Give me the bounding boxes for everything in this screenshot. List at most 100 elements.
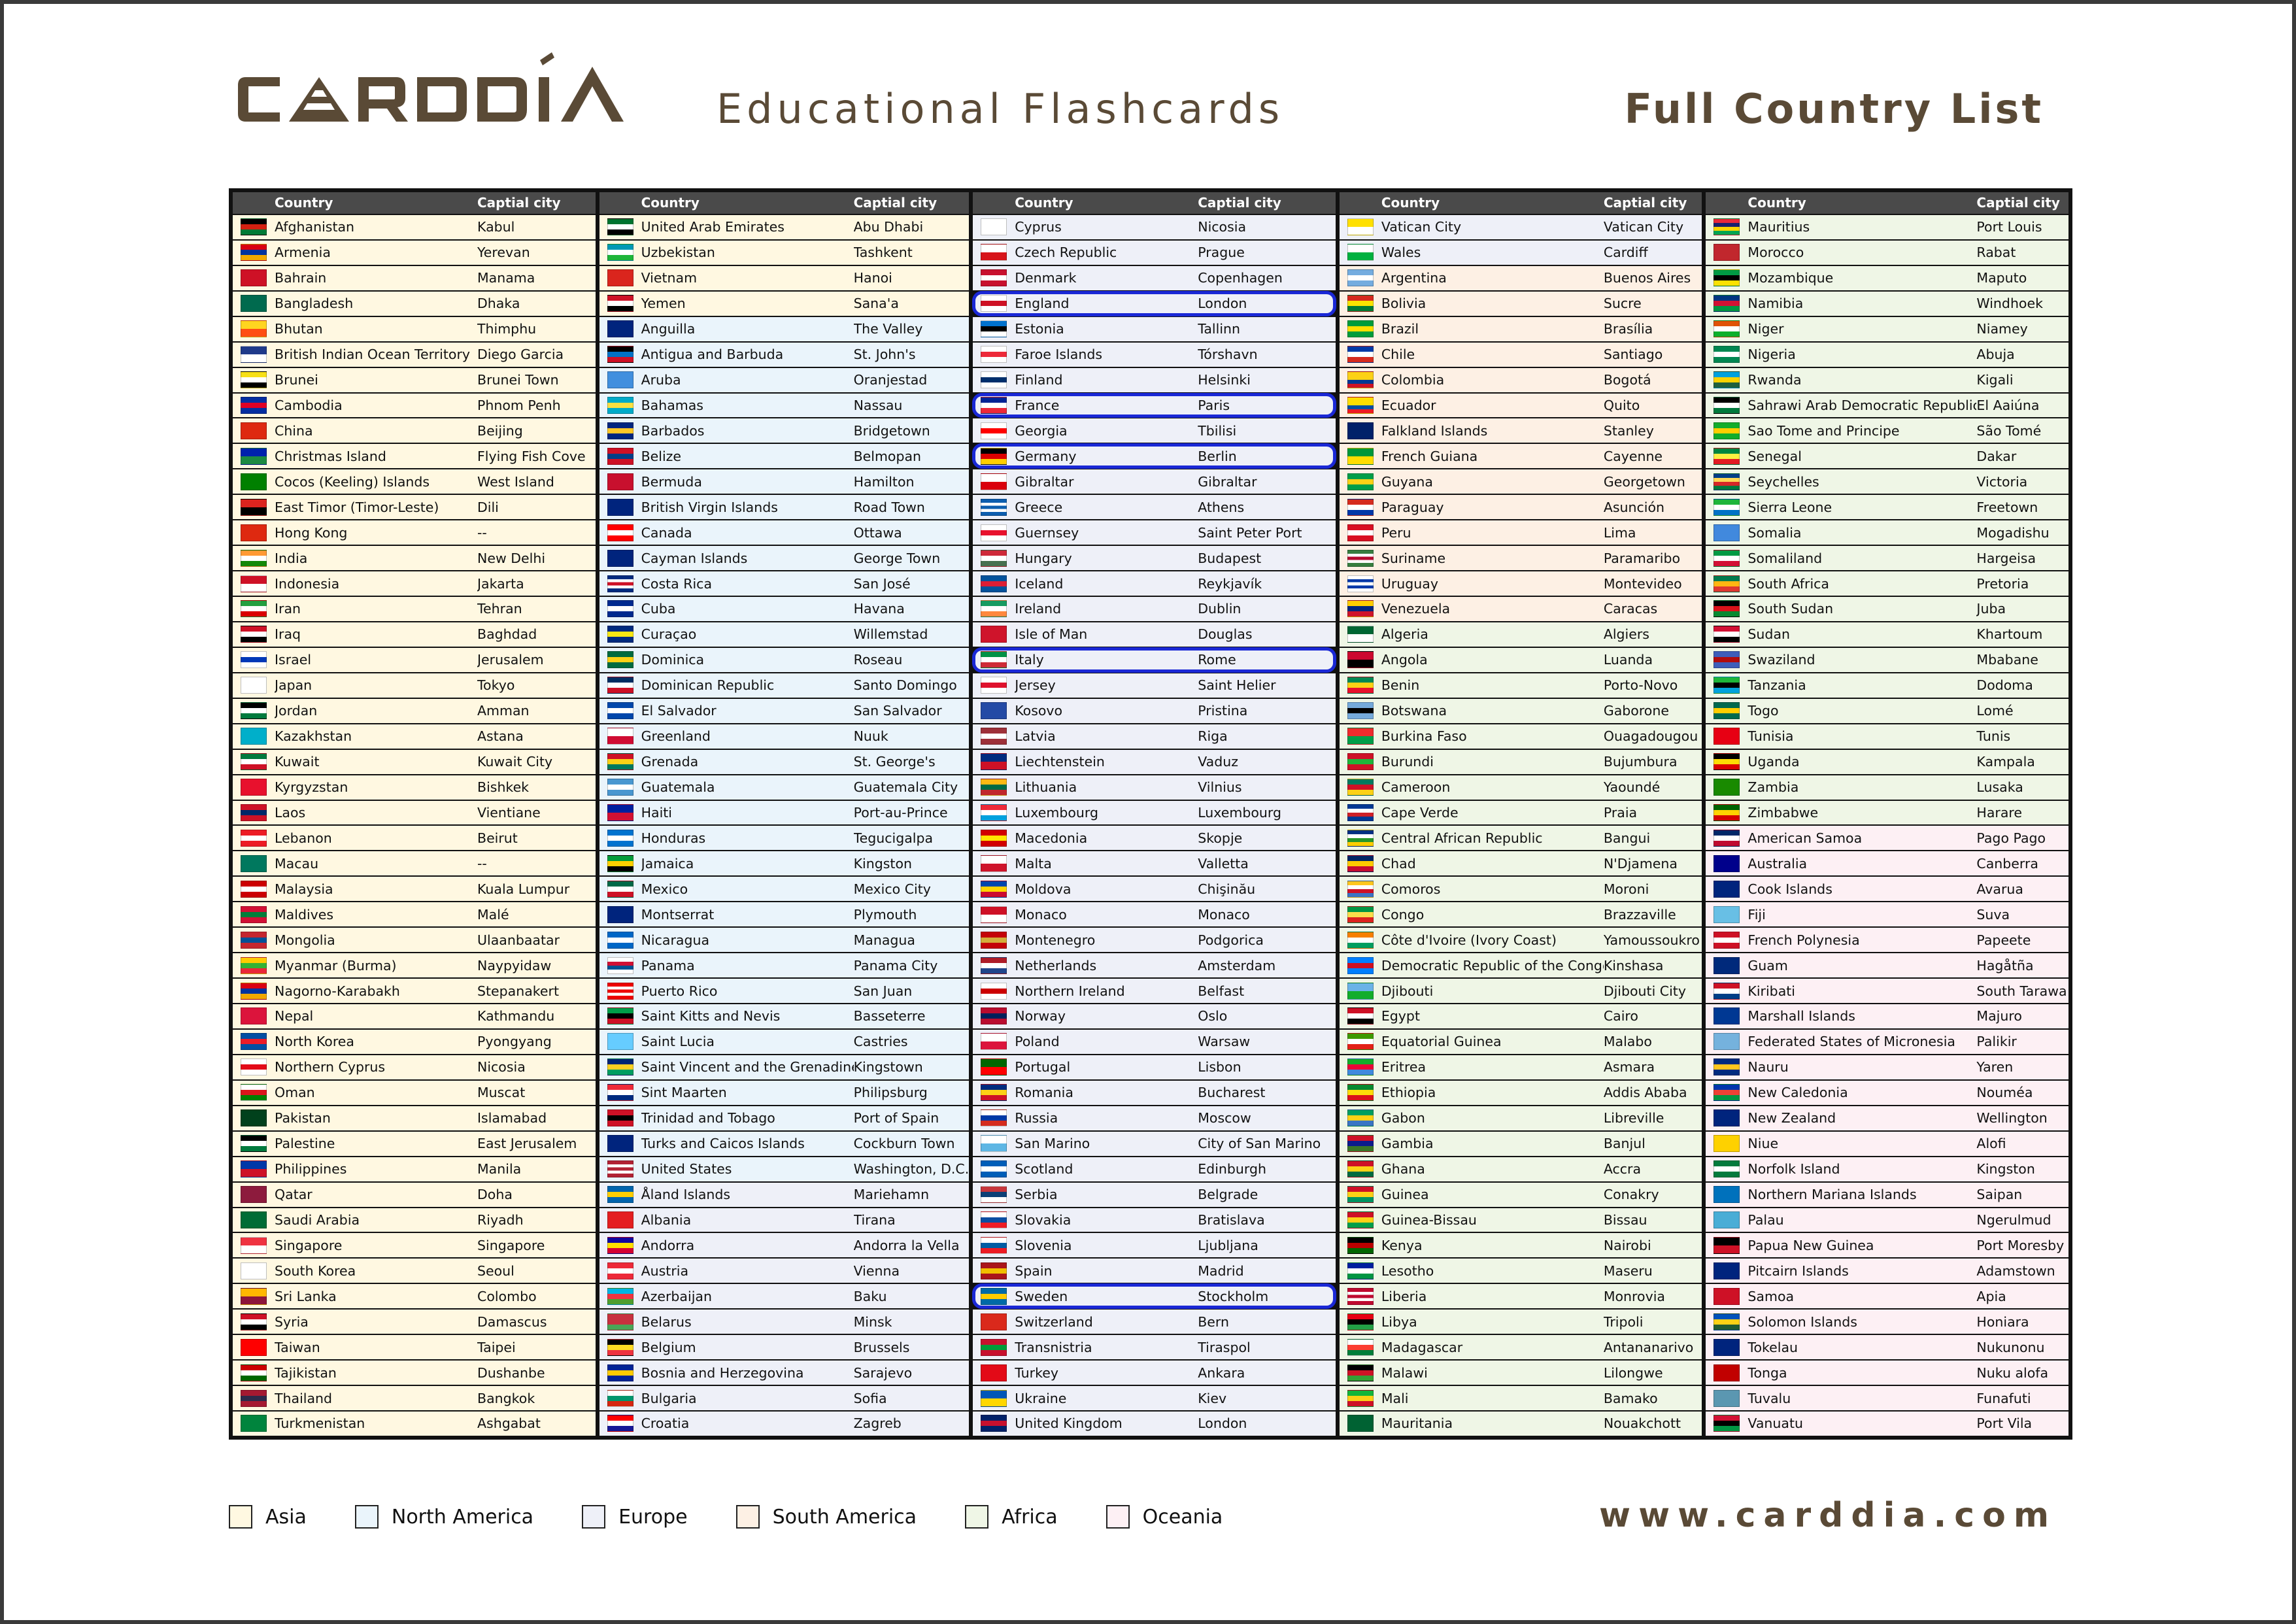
country-row: Kazakhstan Astana [233,724,596,749]
country-row: Slovakia Bratislava [973,1208,1336,1232]
country-name: France [1015,397,1060,413]
flag-icon [1347,473,1374,490]
country-name: Faroe Islands [1015,347,1103,363]
flag-cell [233,854,275,872]
country-name: Ghana [1381,1161,1425,1177]
country-name: Jamaica [641,855,694,871]
capital-name: Gaborone [1603,703,1669,719]
capital-name: Minsk [853,1313,892,1330]
country-row: Moldova Chişinău [973,877,1336,902]
country-name: Central African Republic [1381,830,1543,846]
country-name: India [275,550,308,566]
country-name: Mongolia [275,932,335,948]
flag-cell [1340,1084,1381,1102]
country-name: Jersey [1015,677,1056,694]
capital-name: Saint Helier [1198,677,1276,694]
country-name: Falkland Islands [1381,422,1488,439]
country-name: Montserrat [641,906,715,922]
country-row: Tonga Nuku alofa [1706,1361,2069,1385]
table-column: Country Captial city Afghanistan Kabul Armen… [233,192,596,1436]
country-name: Switzerland [1015,1313,1093,1330]
flag-cell [1340,905,1381,923]
flag-icon [607,346,633,364]
country-row: Serbia Belgrade [973,1182,1336,1207]
flag-cell [1706,1287,1747,1305]
flag-icon [241,600,267,618]
country-row: Guinea-Bissau Bissau [1339,1208,1702,1232]
capital-name: Singapore [477,1237,545,1253]
capital-name: Belgrade [1198,1187,1258,1203]
country-row: Somalia Mogadishu [1706,520,2069,545]
country-name: Guyana [1381,473,1433,490]
flag-cell [1706,1160,1747,1178]
flag-cell [599,346,641,364]
country-row: San Marino City of San Marino [973,1131,1336,1156]
flag-cell [1340,651,1381,669]
country-row: Tuvalu Funafuti [1706,1386,2069,1410]
flag-cell [1340,498,1381,516]
capital-name: -- [477,524,487,541]
flag-cell [233,498,275,516]
country-name: Oman [275,1085,315,1101]
flag-icon [241,1186,267,1204]
flag-icon [607,982,633,1000]
country-row: British Virgin Islands Road Town [599,495,970,520]
capital-name: Belmopan [853,448,922,464]
capital-name: Islamabad [477,1110,547,1126]
capital-name: Ulaanbaatar [477,932,560,948]
capital-name: Apia [1976,1288,2006,1304]
flag-icon [1347,753,1374,771]
country-row: Ireland Dublin [973,597,1336,621]
flag-icon [1347,269,1374,287]
country-row: Mongolia Ulaanbaatar [233,928,596,953]
country-name: Liechtenstein [1015,754,1105,770]
flag-icon [607,702,633,720]
capital-name: Philipsburg [853,1085,928,1101]
capital-name: Ouagadougou [1603,728,1698,745]
capital-name: Vilnius [1198,779,1242,796]
capital-name: Stanley [1603,422,1654,439]
flag-cell [599,549,641,567]
country-row: Madagascar Antananarivo [1339,1335,1702,1360]
flag-cell [599,244,641,262]
capital-name: Bangui [1603,830,1651,846]
country-name: Slovenia [1015,1237,1072,1253]
flag-cell [1706,1135,1747,1153]
capital-name: Majuro [1976,1008,2022,1024]
capital-name: Caracas [1603,601,1658,617]
capital-name: Brussels [853,1339,910,1355]
flag-cell [973,982,1015,1000]
flag-cell [1706,753,1747,771]
flag-cell [973,524,1015,541]
country-name: North Korea [275,1034,354,1050]
capital-name: Roseau [853,652,903,668]
capital-name: London [1198,1415,1247,1432]
capital-name: Pago Pago [1976,830,2046,846]
flag-cell [973,396,1015,414]
country-row: Lebanon Beirut [233,826,596,851]
flag-cell [1706,371,1747,389]
flag-cell [973,269,1015,287]
flag-cell [599,1109,641,1127]
flag-icon [1347,626,1374,643]
flag-icon [1714,575,1740,592]
country-row: Qatar Doha [233,1182,596,1207]
capital-name: Dushanbe [477,1364,545,1381]
flag-icon [1347,1415,1374,1432]
flag-cell [233,1262,275,1279]
capital-name: Damascus [477,1313,547,1330]
flag-cell [599,1160,641,1178]
flag-cell [599,626,641,643]
country-row: Macau -- [233,851,596,876]
flag-cell [599,1236,641,1254]
capital-name: Astana [477,728,524,745]
country-row: Senegal Dakar [1706,444,2069,469]
flag-icon [1714,1211,1740,1228]
country-row: Solomon Islands Honiara [1706,1310,2069,1334]
country-row: Fiji Suva [1706,902,2069,927]
country-name: Belarus [641,1313,692,1330]
table-column: Country Captial city Cyprus Nicosia Czech Re… [972,192,1336,1436]
capital-name: Bern [1198,1313,1229,1330]
flag-cell [1340,702,1381,720]
flag-cell [599,804,641,821]
